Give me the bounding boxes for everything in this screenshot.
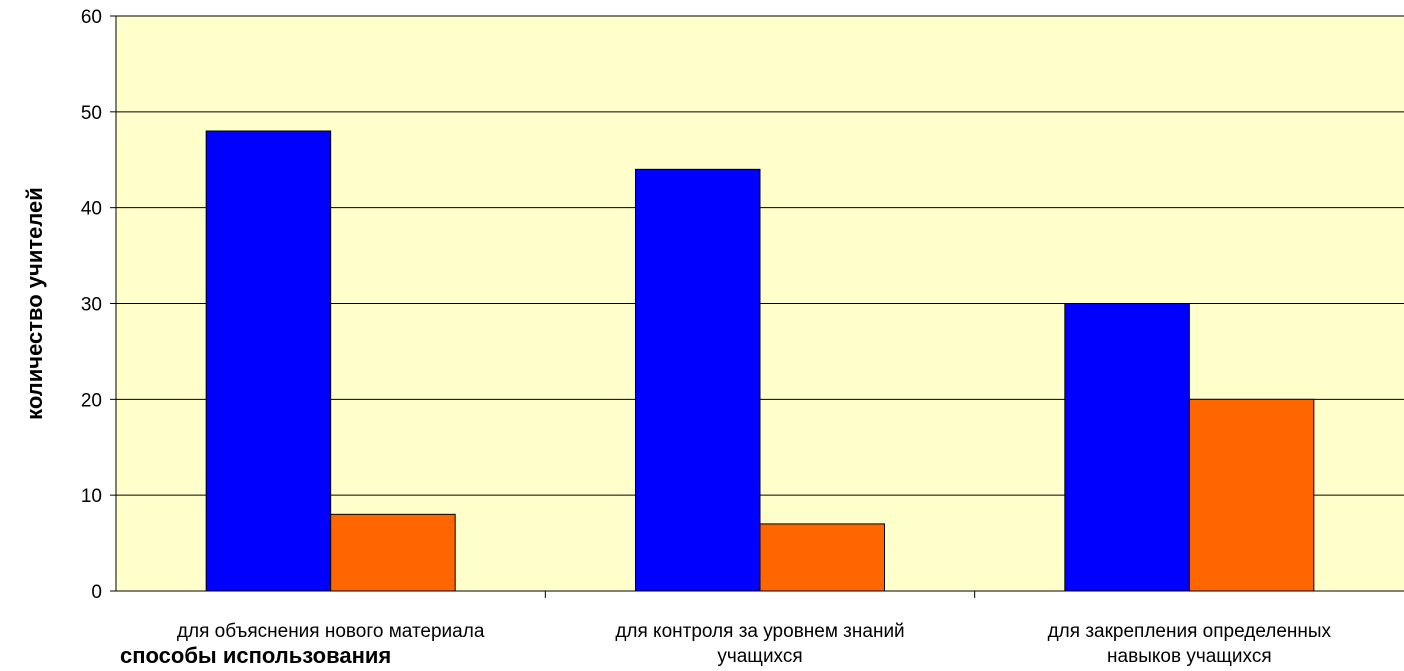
y-tick-label-30: 30 xyxy=(81,295,102,316)
y-tick-label-40: 40 xyxy=(81,199,102,220)
x-category-label-2-line-2: учащихся xyxy=(717,646,802,667)
labels: 0 10 20 30 40 50 60 для объяснения нового матер… xyxy=(81,7,1332,667)
x-category-label-3-line-2: навыков учащихся xyxy=(1107,646,1272,667)
bar-series2-cat2 xyxy=(759,523,886,592)
y-tick-label-60: 60 xyxy=(81,7,102,28)
y-tick-label-20: 20 xyxy=(81,390,102,411)
bar-series1-cat2 xyxy=(634,168,761,592)
y-tick-label-50: 50 xyxy=(81,103,102,124)
x-axis-title: способы использования xyxy=(120,643,391,668)
y-axis-title: количество учителей xyxy=(22,187,47,420)
bars xyxy=(205,130,1315,592)
y-tick-label-0: 0 xyxy=(91,582,102,603)
x-category-label-3-line-1: для закрепления определенных xyxy=(1048,621,1332,642)
bar-series2-cat3 xyxy=(1188,398,1315,592)
bar-series1-cat1 xyxy=(205,130,332,592)
axes xyxy=(110,15,1404,598)
x-category-label-2-line-1: для контроля за уровнем знаний xyxy=(615,621,904,642)
x-category-label-1-line-1: для объяснения нового материала xyxy=(177,621,485,642)
y-tick-label-10: 10 xyxy=(81,486,102,507)
bar-series1-cat3 xyxy=(1064,303,1190,592)
bar-series2-cat1 xyxy=(330,513,456,592)
